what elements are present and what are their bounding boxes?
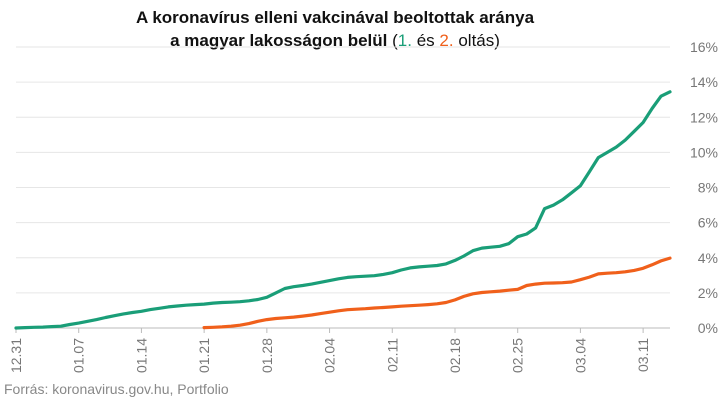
- title-line-2: a magyar lakosságon belül (1. és 2. oltá…: [0, 29, 670, 52]
- x-tick-label: 02.04: [322, 338, 338, 373]
- y-tick-label: 4%: [698, 250, 718, 266]
- x-axis-ticks: 12.31 01.07 01.14 01.21 01.28 02.04 02.11 02.18…: [8, 328, 651, 373]
- title-series-1: 1.: [397, 31, 412, 50]
- series-line-1: [14, 90, 672, 330]
- x-tick-label: 01.21: [196, 338, 212, 373]
- title-suffix: oltás): [458, 31, 500, 50]
- x-tick-label: 02.18: [447, 338, 463, 373]
- y-tick-label: 8%: [698, 180, 718, 196]
- x-tick-label: 02.11: [384, 338, 400, 372]
- y-tick-label: 10%: [690, 144, 718, 160]
- y-tick-label: 12%: [690, 109, 718, 125]
- x-tick-label: 01.07: [71, 338, 87, 373]
- x-tick-label: 02.25: [510, 338, 526, 373]
- title-line-2-prefix: a magyar lakosságon belül: [170, 31, 388, 50]
- x-tick-label: 12.31: [8, 338, 24, 373]
- y-tick-label: 16%: [690, 39, 718, 55]
- x-tick-label: 03.04: [572, 338, 588, 373]
- y-tick-label: 0%: [698, 320, 718, 336]
- y-tick-label: 6%: [698, 215, 718, 231]
- y-axis-ticks: 0% 2% 4% 6% 8% 10% 12% 14% 16%: [690, 39, 718, 336]
- grid-lines: [16, 46, 670, 329]
- title-series-2: 2.: [439, 31, 454, 50]
- source-note: Forrás: koronavirus.gov.hu, Portfolio: [4, 381, 229, 397]
- title-line-1: A koronavírus elleni vakcinával beoltott…: [135, 8, 535, 27]
- x-tick-label: 03.11: [635, 338, 651, 372]
- title-paren-open: (: [392, 31, 398, 50]
- y-tick-label: 14%: [690, 74, 718, 90]
- x-tick-label: 01.14: [133, 338, 149, 373]
- y-tick-label: 2%: [698, 285, 718, 301]
- title-and: és: [416, 31, 435, 50]
- series-line-2: [202, 256, 672, 330]
- chart-title: A koronavírus elleni vakcinával beoltott…: [0, 6, 670, 52]
- x-tick-label: 01.28: [259, 338, 275, 373]
- series-lines: [14, 90, 672, 330]
